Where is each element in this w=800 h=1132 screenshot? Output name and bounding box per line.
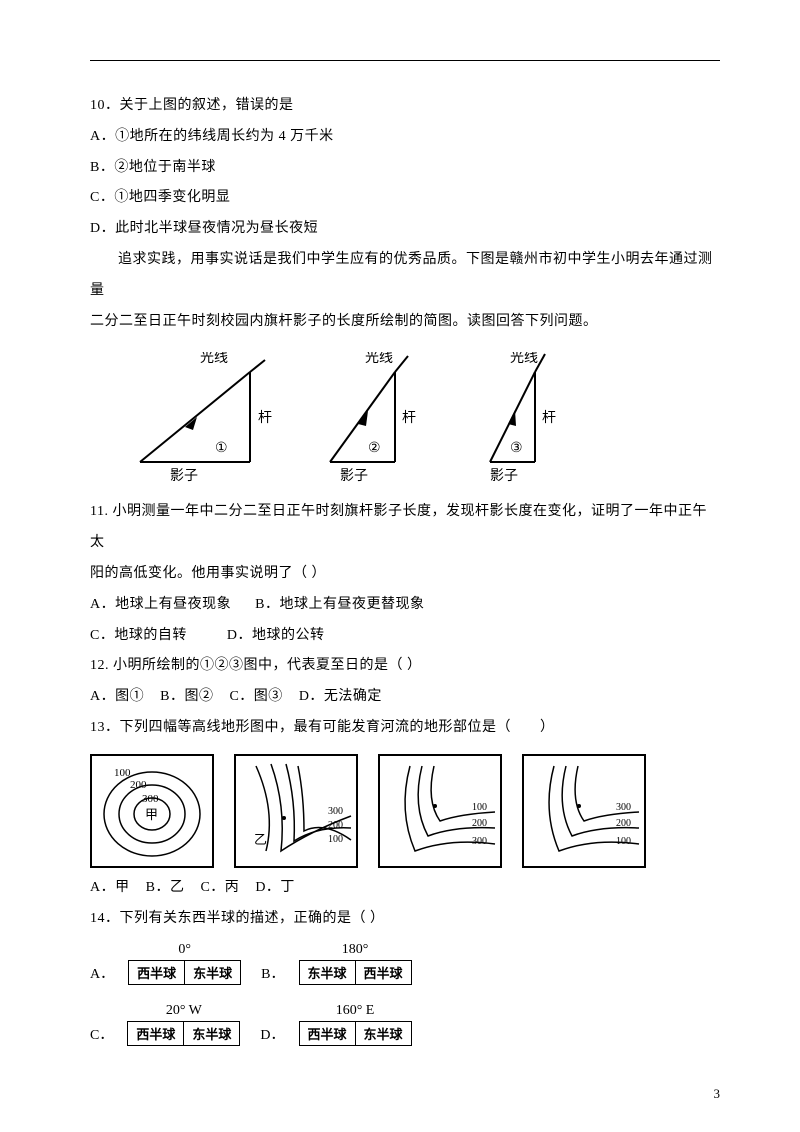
q10-stem: 10．关于上图的叙述，错误的是: [90, 91, 720, 122]
q12-optD: D．无法确定: [299, 689, 382, 704]
q12-stem: 12. 小明所绘制的①②③图中，代表夏至日的是（ ）: [90, 651, 720, 682]
triangle-3: 光线 杆 ③ 影子: [460, 352, 570, 482]
svg-text:杆: 杆: [258, 410, 272, 426]
q12-opts: A．图① B．图② C．图③ D．无法确定: [90, 682, 720, 713]
q12-optB: B．图②: [160, 689, 213, 704]
q13-opts: A．甲 B．乙 C．丙 D．丁: [90, 873, 720, 904]
q14-A-right: 东半球: [185, 961, 240, 984]
svg-text:300: 300: [328, 806, 343, 817]
q11-optB: B．地球上有昼夜更替现象: [255, 597, 424, 612]
svg-text:影子: 影子: [340, 468, 368, 482]
q14-row1: A． 0° 西半球 东半球 B． 180° 东半球 西半球: [90, 942, 720, 985]
q13-optB: B．乙: [146, 880, 185, 895]
q11-optC: C．地球的自转: [90, 628, 187, 643]
q14-row2: C． 20° W 西半球 东半球 D． 160° E 西半球 东半球: [90, 1003, 720, 1046]
q11-optD: D．地球的公转: [227, 628, 325, 643]
svg-text:200: 200: [472, 818, 487, 829]
q12-optA: A．图①: [90, 689, 144, 704]
q14-degA: 0°: [178, 942, 191, 958]
q14-letterD: D．: [260, 1024, 284, 1046]
passage-line2: 二分二至日正午时刻校园内旗杆影子的长度所绘制的简图。读图回答下列问题。: [90, 307, 720, 338]
page-number: 3: [714, 1086, 721, 1102]
q14-B-right: 西半球: [356, 961, 411, 984]
svg-text:100: 100: [472, 802, 487, 813]
q14-C-left: 西半球: [128, 1022, 184, 1045]
q14-degC: 20° W: [166, 1003, 202, 1019]
triangle-figures: 光线 杆 ① 影子 光线 杆 ② 影子: [130, 352, 720, 482]
contour-figures: 100 200 300 甲 300 200 100 乙: [90, 754, 720, 868]
svg-text:影子: 影子: [170, 468, 198, 482]
contour-bing: 100 200 300: [378, 754, 502, 868]
svg-text:300: 300: [142, 793, 159, 805]
q13-stem: 13．下列四幅等高线地形图中，最有可能发育河流的地形部位是（ ）: [90, 713, 720, 744]
q10-optB: B．②地位于南半球: [90, 153, 720, 184]
top-rule: [90, 60, 720, 61]
svg-text:①: ①: [215, 441, 228, 456]
q14-letterA: A．: [90, 963, 114, 985]
triangle-1: 光线 杆 ① 影子: [130, 352, 280, 482]
q13-optD: D．丁: [255, 880, 295, 895]
exam-page: 10．关于上图的叙述，错误的是 A．①地所在的纬线周长约为 4 万千米 B．②地…: [0, 0, 800, 1132]
q11-stem2: 阳的高低变化。他用事实说明了（ ）: [90, 559, 720, 590]
q11-row1: A．地球上有昼夜现象 B．地球上有昼夜更替现象: [90, 590, 720, 621]
q14-block-D: 160° E 西半球 东半球: [299, 1003, 412, 1046]
q11-row2: C．地球的自转 D．地球的公转: [90, 621, 720, 652]
triangle-2: 光线 杆 ② 影子: [310, 352, 430, 482]
q14-degD: 160° E: [336, 1003, 375, 1019]
q13-optC: C．丙: [200, 880, 239, 895]
q11-optA: A．地球上有昼夜现象: [90, 597, 231, 612]
svg-text:200: 200: [328, 820, 343, 831]
svg-text:光线: 光线: [200, 352, 228, 366]
q14-A-left: 西半球: [129, 961, 185, 984]
q10-optA: A．①地所在的纬线周长约为 4 万千米: [90, 122, 720, 153]
svg-text:200: 200: [616, 818, 631, 829]
q10-optC: C．①地四季变化明显: [90, 183, 720, 214]
q14-block-C: 20° W 西半球 东半球: [127, 1003, 240, 1046]
svg-text:300: 300: [616, 802, 631, 813]
contour-ding: 300 200 100: [522, 754, 646, 868]
svg-text:③: ③: [510, 441, 523, 456]
svg-text:②: ②: [368, 441, 381, 456]
q14-block-A: 0° 西半球 东半球: [128, 942, 241, 985]
svg-text:光线: 光线: [365, 352, 393, 366]
contour-jia: 100 200 300 甲: [90, 754, 214, 868]
q14-degB: 180°: [342, 942, 369, 958]
svg-text:光线: 光线: [510, 352, 538, 366]
svg-text:杆: 杆: [542, 410, 556, 426]
svg-text:影子: 影子: [490, 468, 518, 482]
q14-letterB: B．: [261, 963, 284, 985]
svg-text:100: 100: [114, 767, 131, 779]
q14-D-right: 东半球: [356, 1022, 411, 1045]
svg-text:乙: 乙: [254, 832, 267, 847]
q14-D-left: 西半球: [300, 1022, 356, 1045]
q12-optC: C．图③: [229, 689, 282, 704]
q14-C-right: 东半球: [184, 1022, 239, 1045]
q13-optA: A．甲: [90, 880, 130, 895]
q14-letterC: C．: [90, 1024, 113, 1046]
svg-text:300: 300: [472, 836, 487, 847]
svg-text:甲: 甲: [145, 807, 158, 822]
q10-optD: D．此时北半球昼夜情况为昼长夜短: [90, 214, 720, 245]
passage-line1: 追求实践，用事实说话是我们中学生应有的优秀品质。下图是赣州市初中学生小明去年通过…: [90, 245, 720, 307]
svg-text:杆: 杆: [402, 410, 416, 426]
svg-text:200: 200: [130, 779, 147, 791]
q11-stem1: 11. 小明测量一年中二分二至日正午时刻旗杆影子长度，发现杆影长度在变化，证明了…: [90, 497, 720, 559]
svg-text:100: 100: [328, 834, 343, 845]
q14-stem: 14．下列有关东西半球的描述，正确的是（ ）: [90, 904, 720, 935]
contour-yi: 300 200 100 乙: [234, 754, 358, 868]
svg-text:100: 100: [616, 836, 631, 847]
q14-B-left: 东半球: [300, 961, 356, 984]
q14-block-B: 180° 东半球 西半球: [299, 942, 412, 985]
